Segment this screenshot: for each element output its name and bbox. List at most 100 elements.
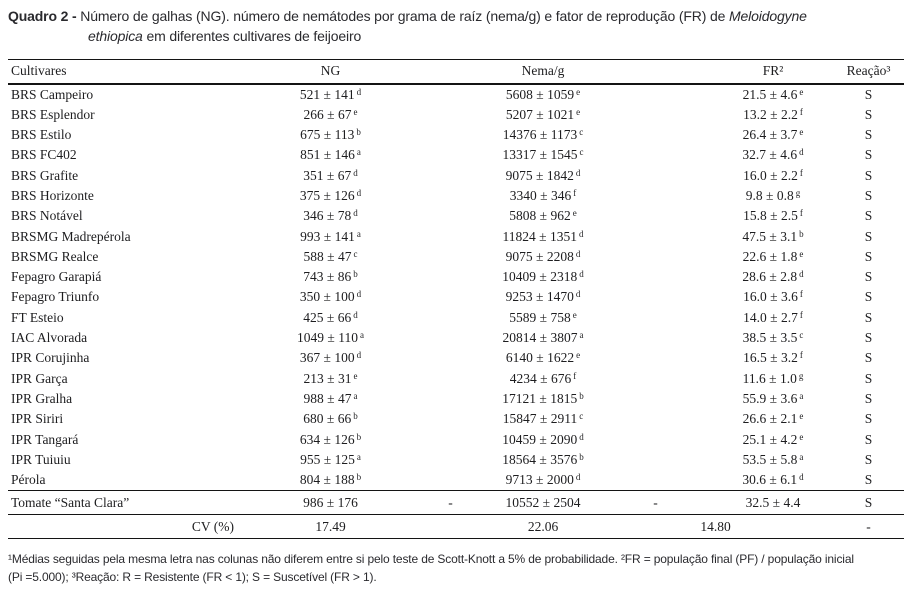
reacao-value: S — [833, 105, 904, 125]
scott-knott-letter: d — [356, 350, 362, 361]
header-spacer — [598, 60, 713, 84]
spacer-cell — [598, 267, 713, 287]
cultivar-name-text: BRS Grafite — [11, 167, 79, 183]
fr-value: 28.6 ± 2.8 d — [713, 267, 833, 287]
spacer-cell — [598, 409, 713, 429]
cultivar-name-text: BRS FC402 — [11, 147, 77, 163]
reacao-value-text: S — [864, 228, 873, 244]
ng-value: 988 ± 47 a — [248, 389, 413, 409]
table-row: IPR Garça 213 ± 31 e 4234 ± 676 f 11.6 ± 1.0 g… — [8, 369, 904, 389]
header-spacer — [413, 60, 488, 84]
reacao-value: S — [833, 145, 904, 165]
table-row: BRS Notável 346 ± 78 d 5808 ± 962 e 15.8 ± 2.… — [8, 206, 904, 226]
reacao-value: S — [833, 247, 904, 267]
cv-ng-value: 17.49 — [315, 519, 346, 535]
reacao-value: S — [833, 84, 904, 105]
ng-value-text: 367 ± 100 — [299, 350, 355, 366]
ng-value: 367 ± 100 d — [248, 348, 413, 368]
nema-value: 4234 ± 676 f — [488, 369, 598, 389]
table-row: BRSMG Madrepérola 993 ± 141 a 11824 ± 1351 d… — [8, 227, 904, 247]
scott-knott-letter: f — [799, 350, 803, 361]
fr-value: 53.5 ± 5.8 a — [713, 450, 833, 470]
cultivar-name-text: Fepagro Garapiá — [11, 269, 102, 285]
spacer-cell — [413, 166, 488, 186]
spacer-cell — [598, 227, 713, 247]
fr-value-text: 26.4 ± 3.7 — [742, 127, 798, 143]
nema-value-text: 9253 ± 1470 — [505, 289, 574, 305]
cultivar-name: Pérola — [8, 470, 248, 491]
scott-knott-letter: d — [579, 269, 584, 280]
scott-knott-letter: f — [799, 309, 803, 320]
scott-knott-letter: d — [799, 269, 804, 280]
scott-knott-letter: e — [576, 106, 581, 117]
spacer-cell — [598, 328, 713, 348]
scott-knott-letter: d — [578, 228, 584, 239]
fr-value: 16.0 ± 3.6 f — [713, 287, 833, 307]
scott-knott-letter: b — [356, 431, 362, 442]
caption-species-epithet: ethiopica — [88, 28, 143, 44]
spacer-cell — [413, 125, 488, 145]
reacao-value: S — [833, 267, 904, 287]
nema-value-text: 18564 ± 3576 — [502, 451, 578, 467]
scott-knott-letter: c — [353, 248, 358, 259]
caption-text-before: Número de galhas (NG). número de nemátod… — [76, 8, 730, 24]
scott-knott-letter: f — [799, 289, 803, 300]
cultivar-name: BRS FC402 — [8, 145, 248, 165]
nema-value: 5808 ± 962 e — [488, 206, 598, 226]
ng-value: 804 ± 188 b — [248, 470, 413, 491]
reacao-value-text: S — [864, 370, 873, 386]
nema-value: 10409 ± 2318 d — [488, 267, 598, 287]
reacao-value-text: S — [864, 127, 873, 143]
reacao-value-text: S — [864, 350, 873, 366]
scott-knott-letter: b — [353, 411, 358, 422]
table-row: IPR Siriri 680 ± 66 b 15847 ± 2911 c 26.6 ± 2… — [8, 409, 904, 429]
nema-value-text: 6140 ± 1622 — [505, 350, 575, 366]
table-row: BRS Estilo 675 ± 113 b 14376 ± 1173 c 26.4 ± … — [8, 125, 904, 145]
reacao-value-text: S — [864, 106, 873, 122]
scott-knott-letter: a — [356, 147, 361, 158]
reacao-value-text: S — [864, 472, 873, 488]
header-row: Cultivares NG Nema/g FR² Reação³ — [8, 60, 904, 84]
reacao-value-text: S — [864, 330, 873, 346]
spacer-cell — [598, 308, 713, 328]
control-row-tomate: Tomate “Santa Clara” 986 ± 176 - 10552 ±… — [8, 490, 904, 515]
no-letter-dash: - — [653, 495, 658, 511]
ng-value: 588 ± 47 c — [248, 247, 413, 267]
scott-knott-letter: b — [356, 472, 362, 483]
fr-value: 38.5 ± 3.5 c — [713, 328, 833, 348]
spacer-cell — [413, 328, 488, 348]
scott-knott-letter: a — [579, 330, 584, 341]
ng-value-text: 851 ± 146 — [300, 147, 355, 163]
spacer-cell — [413, 227, 488, 247]
fr-value: 11.6 ± 1.0 g — [713, 369, 833, 389]
fr-value-text: 14.0 ± 2.7 — [743, 309, 798, 325]
nema-value-text: 3340 ± 346 — [509, 187, 572, 203]
scott-knott-letter: a — [799, 451, 804, 462]
table-row: IAC Alvorada 1049 ± 110 a 20814 ± 3807 a 38.5… — [8, 328, 904, 348]
fr-value-text: 15.8 ± 2.5 — [743, 208, 798, 224]
ng-value: 375 ± 126 d — [248, 186, 413, 206]
spacer-cell — [598, 206, 713, 226]
cultivar-name: BRS Estilo — [8, 125, 248, 145]
scott-knott-letter: b — [356, 127, 361, 138]
reacao-value: S — [833, 450, 904, 470]
reacao-value: S — [864, 495, 873, 511]
fr-value: 9.8 ± 0.8 g — [713, 186, 833, 206]
cultivar-name-text: IPR Tuiuiu — [11, 451, 71, 467]
cv-fr-value: 14.80 — [700, 519, 731, 535]
table-row: Pérola 804 ± 188 b 9713 ± 2000 d 30.6 ± 6.1 d S — [8, 470, 904, 491]
nema-value: 18564 ± 3576 b — [488, 450, 598, 470]
ng-value-text: 375 ± 126 — [299, 187, 355, 203]
spacer-cell — [413, 348, 488, 368]
fr-value-text: 13.2 ± 2.2 — [743, 106, 798, 122]
header-ng: NG — [320, 63, 341, 79]
fr-value: 25.1 ± 4.2 e — [713, 430, 833, 450]
scott-knott-letter: d — [575, 289, 581, 300]
scott-knott-letter: d — [575, 167, 581, 178]
nema-value: 15847 ± 2911 c — [488, 409, 598, 429]
scott-knott-letter: e — [799, 411, 804, 422]
no-letter-dash: - — [448, 495, 453, 511]
cultivar-name: BRS Notável — [8, 206, 248, 226]
fr-value-text: 22.6 ± 1.8 — [742, 248, 798, 264]
nema-value: 9713 ± 2000 d — [488, 470, 598, 491]
